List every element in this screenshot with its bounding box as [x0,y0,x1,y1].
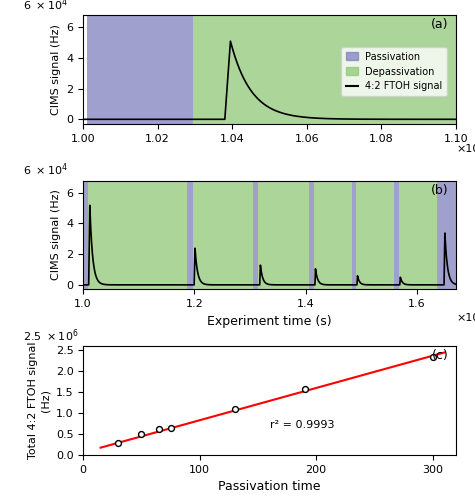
Bar [437,180,456,290]
Point [114,439,122,447]
Point [231,405,238,413]
Bar [309,180,314,290]
Text: (b): (b) [431,184,448,197]
Text: $2.5\ \times10^6$: $2.5\ \times10^6$ [23,328,79,344]
X-axis label: Experiment time (s): Experiment time (s) [207,314,332,328]
Text: ×10⁴: ×10⁴ [456,144,475,154]
Y-axis label: Total 4:2 FTOH signal
(Hz): Total 4:2 FTOH signal (Hz) [28,342,50,460]
Y-axis label: CIMS signal (Hz): CIMS signal (Hz) [51,24,61,115]
Bar [83,180,88,290]
Bar [352,180,356,290]
Text: $6\ \times10^4$: $6\ \times10^4$ [23,0,68,13]
Text: (a): (a) [431,18,448,32]
Bar [193,15,456,124]
Text: (c): (c) [432,350,448,362]
Bar [87,15,193,124]
X-axis label: Passivation time: Passivation time [218,480,321,494]
Bar [193,180,254,290]
Bar [254,180,258,290]
Point [429,352,437,360]
Bar [258,180,309,290]
Point [301,385,308,393]
Bar [314,180,352,290]
Bar [399,180,437,290]
Legend: Passivation, Depassivation, 4:2 FTOH signal: Passivation, Depassivation, 4:2 FTOH sig… [341,47,447,96]
Y-axis label: CIMS signal (Hz): CIMS signal (Hz) [51,190,61,280]
Bar [356,180,394,290]
Point [155,425,162,433]
Text: ×10⁴: ×10⁴ [456,314,475,324]
Point [167,424,174,432]
Text: r² = 0.9993: r² = 0.9993 [270,420,334,430]
Bar [187,180,193,290]
Point [138,430,145,438]
Bar [88,180,187,290]
Bar [394,180,399,290]
Text: $6\ \times10^4$: $6\ \times10^4$ [23,162,68,178]
